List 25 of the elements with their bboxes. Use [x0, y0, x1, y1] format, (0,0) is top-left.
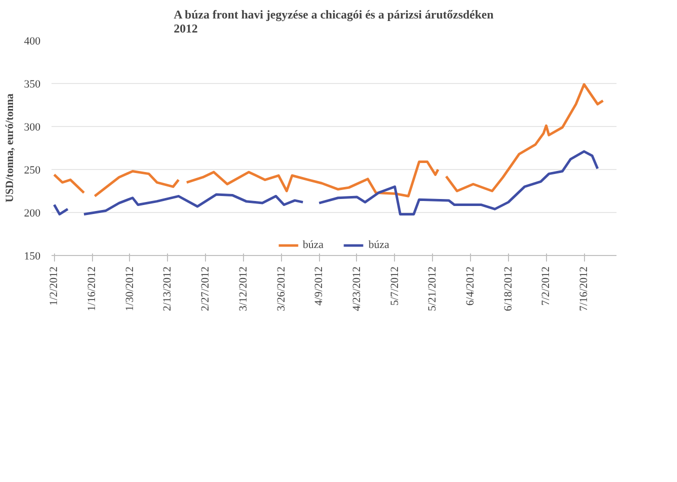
y-tick-label: 150 — [24, 250, 41, 262]
x-tick-label: 7/16/2012 — [578, 266, 590, 312]
y-tick-label: 200 — [24, 208, 41, 220]
y-tick-label: 400 — [24, 36, 41, 48]
x-tick-label: 4/23/2012 — [350, 266, 363, 312]
y-axis-title: USD/tonna, euró/tonna — [4, 93, 16, 202]
y-tick-label: 350 — [24, 78, 41, 90]
x-tick-label: 6/4/2012 — [464, 266, 477, 306]
x-tick-label: 3/12/2012 — [237, 266, 250, 312]
legend-label: búza — [368, 239, 390, 251]
x-tick-label: 6/18/2012 — [502, 266, 514, 312]
x-tick-label: 7/2/2012 — [540, 266, 552, 306]
y-tick-label: 250 — [24, 164, 41, 176]
y-tick-label: 300 — [24, 122, 41, 134]
legend-label: búza — [302, 239, 324, 251]
x-tick-label: 3/26/2012 — [275, 266, 288, 312]
x-tick-label: 5/21/2012 — [426, 266, 439, 312]
x-tick-label: 1/16/2012 — [86, 266, 98, 312]
x-tick-label: 5/7/2012 — [388, 266, 401, 306]
x-tick-label: 1/30/2012 — [124, 266, 136, 312]
x-tick-label: 2/27/2012 — [200, 266, 212, 312]
x-tick-label: 4/9/2012 — [313, 266, 326, 306]
chart-title: A búza front havi jegyzése a chicagói és a párizsi árutőzsdéken 2012 — [174, 8, 494, 36]
x-tick-label: 2/13/2012 — [162, 266, 174, 312]
x-tick-label: 1/2/2012 — [48, 266, 60, 306]
